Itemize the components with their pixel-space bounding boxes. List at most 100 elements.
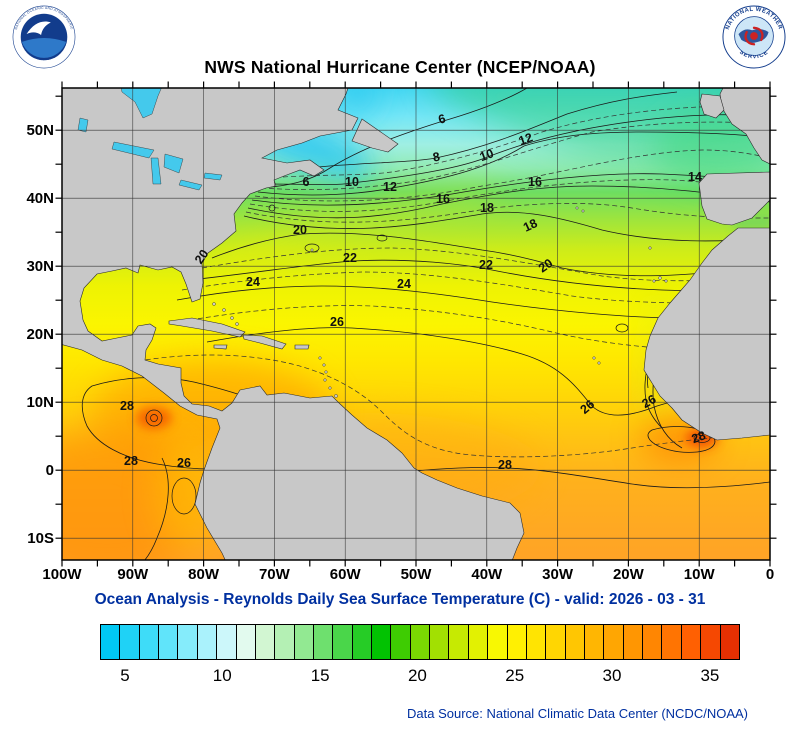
colorbar-cell bbox=[662, 625, 682, 659]
contour-label: 20 bbox=[293, 223, 307, 237]
x-axis-label: 70W bbox=[259, 566, 291, 583]
colorbar-cell bbox=[507, 625, 527, 659]
colorbar-cell bbox=[488, 625, 508, 659]
lake-huron bbox=[163, 153, 184, 174]
colorbar-cell bbox=[275, 625, 295, 659]
y-axis-label: 40N bbox=[26, 190, 54, 207]
eddy-contours bbox=[145, 204, 711, 515]
y-axis-label: 10N bbox=[26, 394, 54, 411]
contour-label: 14 bbox=[688, 170, 702, 184]
colorbar-tick-label: 5 bbox=[120, 666, 130, 685]
contour-label: 28 bbox=[124, 454, 138, 468]
y-axis-label: 30N bbox=[26, 258, 54, 275]
colorbar-cell bbox=[139, 625, 160, 659]
lake-erie bbox=[178, 179, 203, 191]
colorbar-cell bbox=[178, 625, 198, 659]
hurricane-arms-icon bbox=[744, 26, 764, 46]
contour-label: 10 bbox=[478, 146, 496, 164]
colorbar-cell bbox=[468, 625, 489, 659]
colorbar-cell bbox=[313, 625, 334, 659]
colorbar-cell bbox=[120, 625, 140, 659]
land-ireland bbox=[699, 93, 725, 119]
colorbar-cell bbox=[701, 625, 721, 659]
colorbar-cell bbox=[623, 625, 644, 659]
colorbar-cell bbox=[294, 625, 314, 659]
contour-label: 10 bbox=[345, 175, 359, 189]
x-axis-label: 90W bbox=[117, 566, 149, 583]
land-hispaniola bbox=[242, 334, 287, 350]
page-title: NWS National Hurricane Center (NCEP/NOAA… bbox=[204, 57, 596, 77]
land-cuba bbox=[168, 317, 246, 338]
colorbar-tick-label: 35 bbox=[700, 666, 720, 685]
colorbar-cell bbox=[372, 625, 392, 659]
noaa-gull-icon bbox=[26, 21, 51, 36]
contour-label: 18 bbox=[480, 201, 494, 215]
contour-label: 16 bbox=[436, 192, 450, 206]
lake-ontario bbox=[203, 172, 223, 181]
y-axis-label: 20N bbox=[26, 326, 54, 343]
x-axis-label: 0 bbox=[766, 566, 774, 583]
x-axis-label: 40W bbox=[471, 566, 503, 583]
x-axis-label: 60W bbox=[330, 566, 362, 583]
hudson-bay bbox=[120, 88, 162, 119]
colorbar-cell bbox=[643, 625, 663, 659]
colorbar-cell bbox=[584, 625, 605, 659]
data-source: Data Source: National Climatic Data Cent… bbox=[407, 706, 748, 721]
colorbar-tick-label: 25 bbox=[505, 666, 525, 685]
contour-label: 6 bbox=[437, 111, 447, 126]
contour-label: 8 bbox=[432, 150, 441, 165]
contour-label: 26 bbox=[330, 315, 344, 329]
colorbar-cell bbox=[720, 625, 739, 659]
noaa-logo: NATIONAL OCEANIC AND ATMOSPHERIC U.S. DE… bbox=[12, 5, 76, 69]
colorbar-cell bbox=[391, 625, 411, 659]
sst-map: 6 10 12 20 6 8 10 12 14 16 16 18 18 20 20 22 22 24 24 26 26 2… bbox=[26, 81, 777, 583]
colorbar-cell bbox=[255, 625, 276, 659]
y-axis-labels: 50N 40N 30N 20N 10N 0 10S bbox=[26, 122, 54, 547]
lake-winnipeg bbox=[77, 117, 89, 133]
colorbar-cell bbox=[352, 625, 373, 659]
land-iberia bbox=[698, 171, 770, 226]
colorbar-cell bbox=[449, 625, 469, 659]
land-jamaica bbox=[213, 344, 228, 350]
land-newfoundland bbox=[351, 118, 399, 153]
colorbar-cell bbox=[430, 625, 450, 659]
colorbar-cell bbox=[604, 625, 624, 659]
contour-label: 28 bbox=[498, 458, 512, 472]
small-islands bbox=[212, 206, 668, 398]
contour-labels: 6 10 12 20 6 8 10 12 14 16 16 18 18 20 20 22 22 24 24 26 26 2… bbox=[120, 111, 708, 472]
colorbar-tick-label: 15 bbox=[310, 666, 330, 685]
x-axis-label: 10W bbox=[684, 566, 716, 583]
colorbar-cell bbox=[410, 625, 431, 659]
axis-ticks bbox=[55, 81, 777, 567]
colorbar-cell bbox=[546, 625, 566, 659]
contour-label: 26 bbox=[177, 456, 191, 470]
colorbar-cell bbox=[217, 625, 237, 659]
lake-michigan bbox=[150, 157, 162, 185]
contour-label: 6 bbox=[303, 175, 310, 189]
map-caption: Ocean Analysis - Reynolds Daily Sea Surf… bbox=[94, 591, 706, 608]
contour-label: 24 bbox=[246, 275, 260, 289]
contour-label: 24 bbox=[397, 277, 411, 291]
contour-label: 22 bbox=[479, 258, 493, 272]
nws-logo: NATIONAL WEATHER SERVICE bbox=[722, 5, 786, 69]
y-axis-label: 50N bbox=[26, 122, 54, 139]
y-axis-label: 0 bbox=[46, 462, 54, 479]
x-axis-label: 100W bbox=[42, 566, 82, 583]
x-axis-label: 30W bbox=[542, 566, 574, 583]
x-axis-label: 50W bbox=[401, 566, 433, 583]
contour-label: 20 bbox=[536, 256, 555, 275]
contour-label: 12 bbox=[383, 180, 397, 194]
hurricane-icon bbox=[750, 32, 758, 40]
lakes bbox=[77, 88, 223, 191]
colorbar-tick-label: 20 bbox=[407, 666, 427, 685]
colorbar-cell bbox=[526, 625, 547, 659]
x-axis-label: 80W bbox=[188, 566, 220, 583]
colorbar-cell bbox=[236, 625, 256, 659]
plot-area: 6 10 12 20 6 8 10 12 14 16 16 18 18 20 20 22 22 24 24 26 26 2… bbox=[61, 87, 771, 561]
x-axis-label: 20W bbox=[613, 566, 645, 583]
colorbar-cell bbox=[159, 625, 179, 659]
contour-label: 28 bbox=[120, 399, 134, 413]
y-axis-label: 10S bbox=[27, 530, 54, 547]
colorbar-tick-labels: 5 10 15 20 25 30 35 bbox=[100, 666, 740, 690]
colorbar-cell bbox=[681, 625, 702, 659]
